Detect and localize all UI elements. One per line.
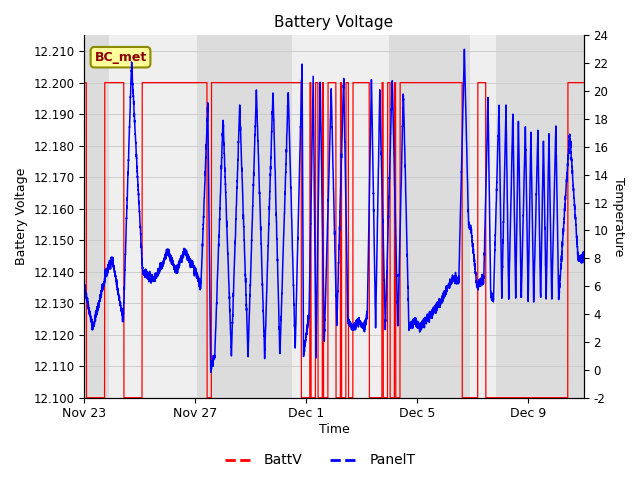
- Title: Battery Voltage: Battery Voltage: [275, 15, 394, 30]
- Bar: [470, 36, 496, 398]
- Y-axis label: Battery Voltage: Battery Voltage: [15, 168, 28, 265]
- X-axis label: Time: Time: [319, 423, 349, 436]
- Bar: [292, 36, 390, 398]
- Bar: [109, 36, 196, 398]
- Y-axis label: Temperature: Temperature: [612, 177, 625, 256]
- Text: BC_met: BC_met: [94, 51, 147, 64]
- Legend: BattV, PanelT: BattV, PanelT: [220, 448, 420, 473]
